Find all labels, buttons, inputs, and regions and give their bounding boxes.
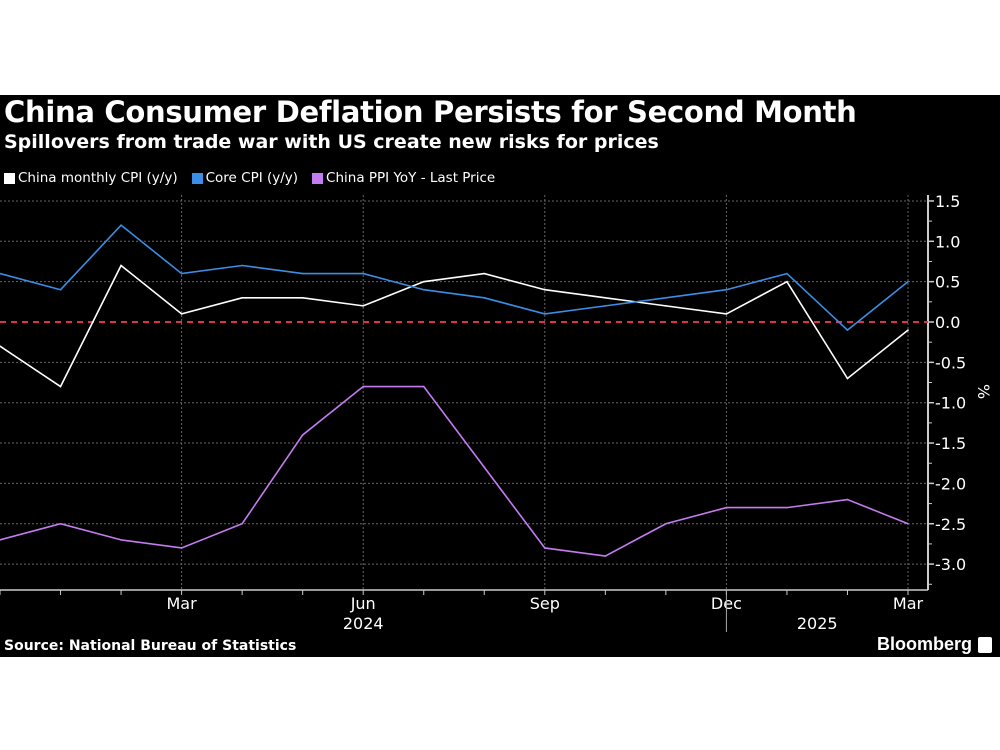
y-tick-label: 0.5 [935, 273, 960, 292]
y-tick-label: -3.0 [935, 555, 966, 574]
data-point [786, 506, 788, 509]
data-point [604, 305, 607, 307]
data-point [180, 547, 183, 549]
data-point [362, 385, 365, 388]
data-point [907, 280, 909, 283]
data-point [907, 522, 909, 525]
chart-title: China Consumer Deflation Persists for Se… [4, 95, 857, 129]
data-point [241, 264, 243, 267]
data-point [362, 305, 365, 307]
brand-text: Bloomberg [876, 634, 972, 654]
series-line-0 [0, 264, 909, 388]
legend-label: China monthly CPI (y/y) [18, 170, 178, 186]
y-tick-label: 1.0 [935, 232, 960, 251]
data-point [483, 272, 486, 275]
data-point [120, 224, 122, 226]
legend-swatch-cpi [4, 172, 15, 184]
legend-item-ppi: China PPI YoY - Last Price [312, 169, 495, 187]
data-point [786, 280, 788, 283]
data-point [422, 280, 425, 283]
data-point [0, 272, 1, 275]
data-point [59, 288, 62, 291]
y-axis-label: % [974, 384, 993, 399]
data-point [362, 272, 365, 275]
legend-label: Core CPI (y/y) [205, 170, 299, 186]
data-point [544, 547, 546, 549]
data-point [665, 305, 667, 307]
y-tick-label: -2.5 [935, 515, 966, 534]
source-note: Source: National Bureau of Statistics [4, 638, 297, 654]
series-line-2 [0, 385, 909, 557]
x-tick-label: Mar [167, 594, 198, 613]
data-point [301, 296, 304, 299]
legend-item-core-cpi: Core CPI (y/y) [191, 169, 299, 187]
data-point [422, 288, 425, 291]
data-point [0, 539, 1, 541]
data-point [846, 498, 849, 501]
data-point [665, 296, 667, 299]
y-tick-label: 0.0 [935, 313, 960, 332]
legend-swatch-ppi [312, 172, 324, 184]
data-point [846, 377, 849, 380]
data-point [241, 522, 243, 525]
data-point [120, 539, 122, 541]
data-point [604, 296, 607, 299]
x-tick-label: Jun [350, 594, 376, 613]
data-point [180, 313, 183, 315]
bloomberg-logo: Bloomberg [877, 634, 992, 655]
y-tick-label: -1.5 [935, 434, 966, 453]
data-point [483, 466, 486, 469]
data-point [544, 288, 546, 291]
y-tick-label: -1.0 [935, 394, 966, 413]
data-point [241, 296, 243, 299]
data-point [301, 434, 304, 436]
year-label: 2024 [343, 614, 384, 633]
data-point [725, 313, 728, 315]
chart-icon [978, 636, 992, 653]
data-point [422, 385, 425, 388]
legend-swatch-core-cpi [191, 172, 203, 184]
y-tick-label: -0.5 [935, 353, 966, 372]
chart-panel [0, 95, 1000, 657]
data-point [725, 288, 728, 291]
data-point [59, 385, 62, 388]
data-point [0, 345, 1, 348]
data-point [907, 329, 909, 331]
data-point [120, 264, 122, 267]
data-point [604, 555, 607, 557]
series-line-1 [0, 224, 909, 332]
data-point [483, 296, 486, 299]
year-label: 2025 [797, 614, 838, 633]
x-tick-label: Sep [530, 594, 560, 613]
legend-item-cpi: China monthly CPI (y/y) [4, 169, 178, 187]
data-point [786, 272, 788, 275]
y-tick-label: -2.0 [935, 474, 966, 493]
x-tick-label: Mar [893, 594, 924, 613]
data-point [544, 313, 546, 315]
data-point [846, 329, 849, 331]
legend-label: China PPI YoY - Last Price [326, 170, 496, 186]
chart-subtitle: Spillovers from trade war with US create… [4, 131, 659, 153]
data-point [725, 506, 728, 509]
data-point [59, 522, 62, 525]
y-tick-label: 1.5 [935, 192, 960, 211]
legend: China monthly CPI (y/y) Core CPI (y/y) C… [4, 169, 495, 187]
data-point [665, 522, 667, 525]
data-point [180, 272, 183, 275]
data-point [301, 272, 304, 275]
